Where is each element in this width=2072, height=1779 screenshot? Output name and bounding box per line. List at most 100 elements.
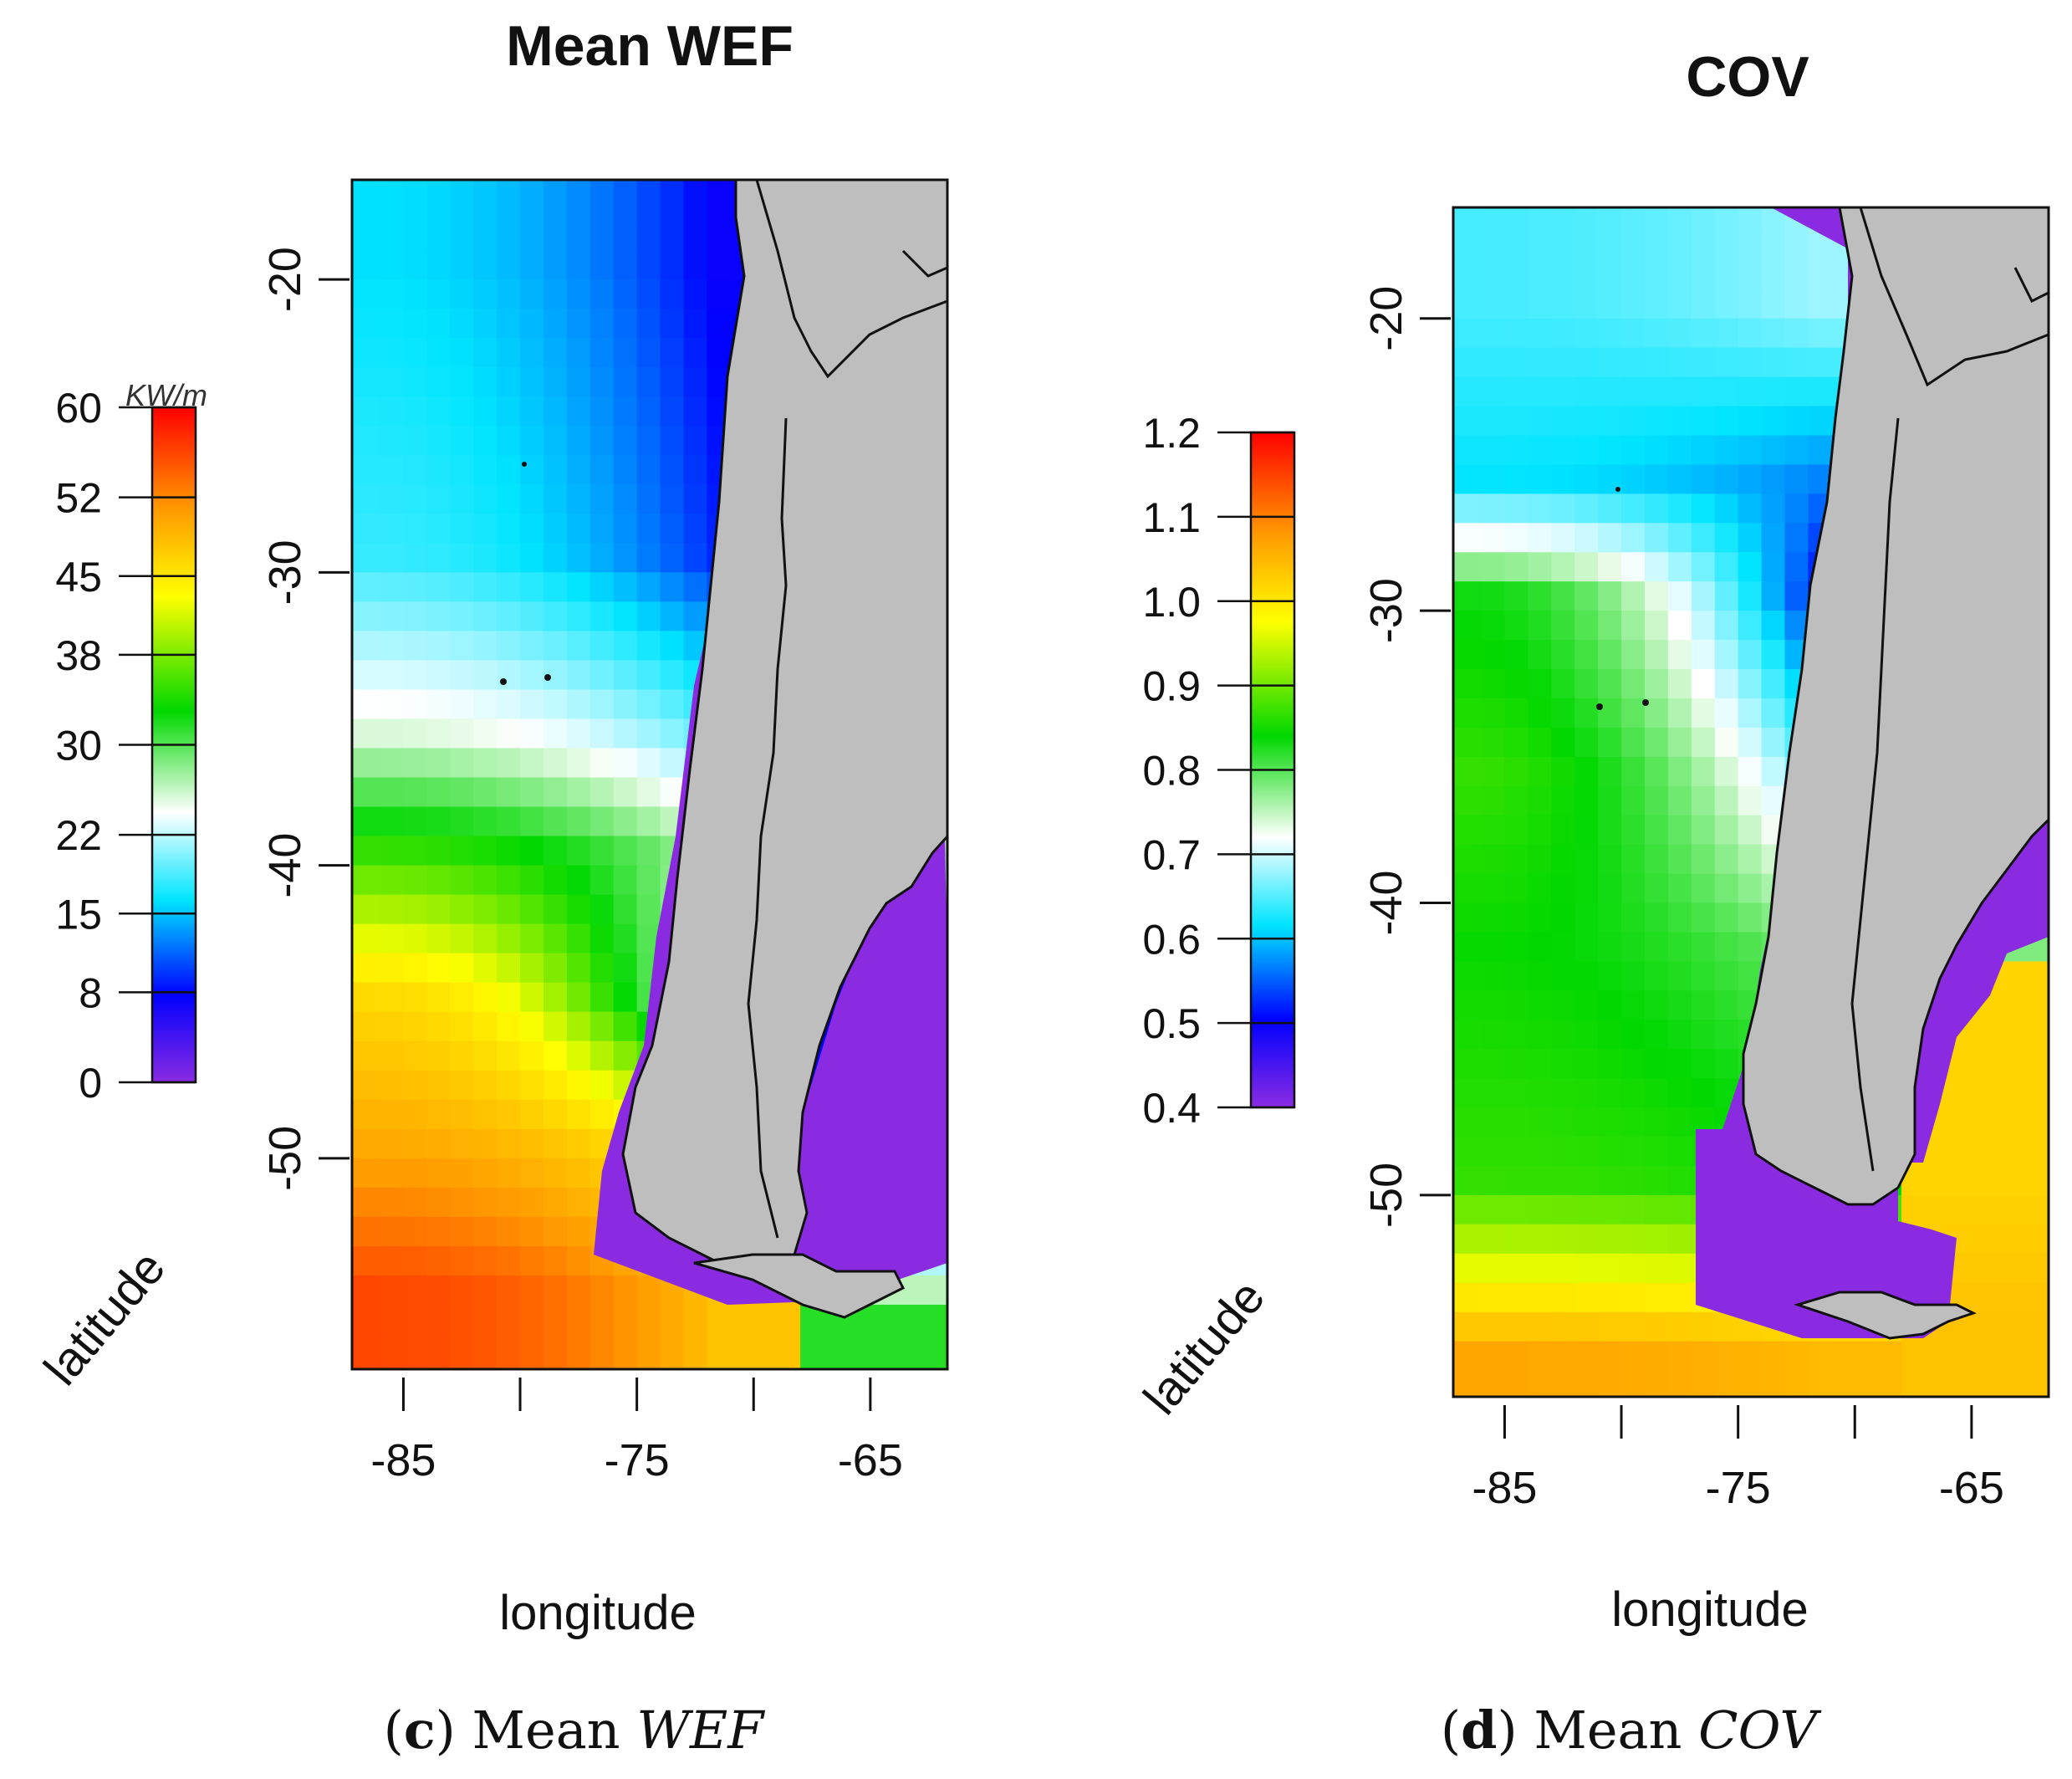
heatmap-cell	[1598, 1253, 1622, 1284]
heatmap-cell	[473, 1128, 498, 1159]
heatmap-cell	[520, 1128, 544, 1159]
heatmap-cell	[1457, 1137, 1483, 1167]
heatmap-cell	[1691, 493, 1716, 524]
heatmap-cell	[497, 836, 521, 866]
heatmap-cell	[1504, 207, 1528, 232]
heatmap-cell	[520, 455, 544, 485]
heatmap-cell	[1551, 347, 1575, 378]
heatmap-cell	[1667, 552, 1692, 582]
heatmap-cell	[352, 455, 358, 485]
heatmap-cell	[1504, 1107, 1528, 1137]
heatmap-cell	[426, 192, 451, 222]
heatmap-cell	[613, 953, 638, 984]
heatmap-cell	[450, 836, 474, 866]
heatmap-cell	[356, 1158, 381, 1189]
heatmap-cell	[426, 1362, 451, 1369]
heatmap-cell	[520, 309, 544, 339]
heatmap-cell	[1574, 932, 1599, 963]
heatmap-cell	[1947, 1137, 1972, 1167]
heatmap-cell	[636, 689, 661, 720]
heatmap-cell	[613, 221, 638, 251]
heatmap-cell	[380, 836, 405, 866]
heatmap-cell	[352, 484, 358, 514]
heatmap-cell	[1667, 347, 1692, 378]
heatmap-cell	[403, 543, 427, 573]
heatmap-cell	[520, 660, 544, 691]
heatmap-cell	[613, 631, 638, 662]
heatmap-cell	[613, 923, 638, 954]
heatmap-cell	[1574, 611, 1599, 641]
heatmap-cell	[916, 1304, 942, 1335]
heatmap-cell	[450, 1245, 474, 1276]
heatmap-cell	[1738, 464, 1763, 494]
heatmap-cell	[1667, 756, 1692, 787]
heatmap-cell	[636, 367, 661, 397]
heatmap-cell	[352, 1216, 358, 1247]
heatmap-cell	[1598, 552, 1622, 582]
heatmap-cell	[356, 1275, 381, 1306]
heatmap-cell	[1667, 1370, 1692, 1397]
heatmap-cell	[450, 894, 474, 925]
heatmap-cell	[1784, 1370, 1809, 1397]
heatmap-cell	[1574, 230, 1599, 261]
heatmap-cell	[352, 426, 358, 456]
heatmap-cell	[1667, 785, 1692, 816]
heatmap-cell	[1598, 1020, 1622, 1050]
heatmap-cell	[636, 543, 661, 573]
heatmap-cell	[497, 953, 521, 984]
heatmap-cell	[1598, 581, 1622, 611]
heatmap-cell	[403, 689, 427, 720]
heatmap-cell	[497, 806, 521, 837]
heatmap-cell	[1528, 1370, 1552, 1397]
heatmap-cell	[1528, 493, 1552, 524]
heatmap-cell	[1714, 990, 1739, 1020]
heatmap-cell	[380, 484, 405, 514]
heatmap-cell	[1621, 815, 1646, 846]
heatmap-cell	[1644, 523, 1669, 553]
heatmap-cell	[356, 1304, 381, 1335]
heatmap-cell	[566, 1216, 591, 1247]
y-tick-label: -20	[260, 247, 310, 312]
heatmap-cell	[1457, 1282, 1483, 1313]
heatmap-cell	[450, 1304, 474, 1335]
heatmap-cell	[1528, 669, 1552, 699]
heatmap-cell	[1453, 1341, 1459, 1372]
panel-d-colorbar: 0.4 0.5 0.6 0.7 0.8 0.9 1.0 1.1 1.2	[1142, 410, 1296, 1132]
heatmap-cell	[520, 426, 544, 456]
heatmap-cell	[403, 1362, 427, 1369]
heatmap-cell	[1504, 1049, 1528, 1079]
heatmap-cell	[1621, 873, 1646, 904]
heatmap-cell	[1453, 815, 1459, 846]
panel-c-tierra-del-fuego	[693, 1253, 906, 1319]
heatmap-cell	[1738, 347, 1763, 378]
heatmap-cell	[1644, 844, 1669, 875]
heatmap-cell	[1644, 902, 1669, 933]
heatmap-cell	[1994, 1194, 2019, 1225]
heatmap-cell	[1453, 1137, 1459, 1167]
heatmap-cell	[356, 777, 381, 808]
heatmap-cell	[473, 1011, 498, 1042]
heatmap-cell	[613, 543, 638, 573]
heatmap-cell	[403, 180, 427, 192]
heatmap-cell	[426, 982, 451, 1013]
x-tick-label: -85	[1472, 1463, 1537, 1513]
heatmap-cell	[426, 1070, 451, 1101]
heatmap-cell	[1808, 347, 1832, 378]
heatmap-cell	[403, 718, 427, 749]
heatmap-cell	[543, 718, 568, 749]
x-tick-label: -75	[1706, 1463, 1771, 1513]
heatmap-cell	[1504, 289, 1528, 320]
heatmap-cell	[1621, 1224, 1646, 1255]
heatmap-cell	[566, 631, 591, 662]
heatmap-cell	[1691, 785, 1716, 816]
heatmap-cell	[450, 601, 474, 631]
heatmap-cell	[1481, 1049, 1506, 1079]
heatmap-cell	[1621, 552, 1646, 582]
heatmap-cell	[380, 1362, 405, 1369]
heatmap-cell	[753, 1362, 778, 1369]
heatmap-cell	[450, 396, 474, 427]
heatmap-cell	[1667, 1311, 1692, 1342]
heatmap-cell	[1574, 873, 1599, 904]
heatmap-cell	[1667, 230, 1692, 261]
